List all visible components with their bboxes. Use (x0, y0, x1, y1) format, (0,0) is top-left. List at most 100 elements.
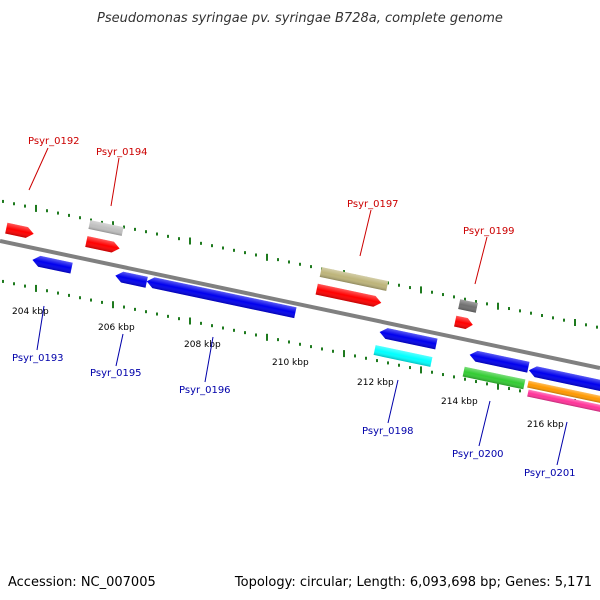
gc-dot (222, 246, 224, 250)
gc-dot (431, 290, 433, 294)
gc-dot (387, 361, 389, 365)
tick-label-206: 206 kbp (98, 323, 135, 333)
gc-dot (442, 373, 444, 377)
gene-label-psyr-0196: Psyr_0196 (179, 385, 231, 396)
gc-dot (508, 387, 510, 391)
gene-label-psyr-0194: Psyr_0194 (96, 147, 148, 158)
gc-dot (57, 211, 59, 215)
gc-dot (552, 316, 554, 320)
gc-dot (35, 284, 37, 292)
gc-dot (90, 298, 92, 302)
gc-dot (541, 314, 543, 318)
gene-label-psyr-0200: Psyr_0200 (452, 449, 504, 460)
gc-dot (266, 333, 268, 341)
feature-pink (527, 389, 600, 415)
gene-arrow-psyr-0192 (5, 222, 34, 238)
gc-dot (13, 282, 15, 286)
gene-arrow-psyr-0198 (379, 328, 438, 350)
gene-label-psyr-0201: Psyr_0201 (524, 468, 576, 479)
gc-dot (398, 283, 400, 287)
tick-labels: 204 kbp 206 kbp 208 kbp 210 kbp 212 kbp … (12, 307, 564, 430)
gene-arrow-psyr-0193 (32, 255, 73, 274)
gene-label-psyr-0192: Psyr_0192 (28, 136, 80, 147)
label-leaders (28, 147, 568, 466)
gc-dot (2, 279, 4, 283)
gc-dot (211, 244, 213, 248)
gc-dot (24, 204, 26, 208)
gc-dot (497, 302, 499, 310)
gc-dot (167, 314, 169, 318)
gc-dot (189, 237, 191, 245)
gc-dot (13, 202, 15, 206)
gc-dot (79, 296, 81, 300)
feature-orange (527, 380, 600, 406)
gc-dot (178, 317, 180, 321)
gene-label-psyr-0198: Psyr_0198 (362, 426, 414, 437)
gc-dot (2, 199, 4, 203)
gc-dot (68, 213, 70, 217)
gc-dot (354, 354, 356, 358)
genome-backbone (0, 239, 600, 370)
gc-dot (409, 366, 411, 370)
gc-dot (365, 356, 367, 360)
gc-dot (486, 302, 488, 306)
gc-dot (222, 326, 224, 330)
gc-dot (332, 349, 334, 353)
gc-dot (112, 221, 114, 229)
gc-dot (134, 307, 136, 311)
gene-arrow-psyr-0197 (315, 283, 382, 307)
gc-dot (277, 338, 279, 342)
gene-label-psyr-0199: Psyr_0199 (463, 226, 515, 237)
gene-arrows (5, 222, 600, 394)
gene-arrow-psyr-0196 (146, 277, 297, 319)
gc-dot (299, 262, 301, 266)
gc-dot (134, 227, 136, 231)
gc-dot (90, 218, 92, 222)
tick-label-212: 212 kbp (357, 378, 394, 388)
gc-dot (255, 333, 257, 337)
gc-dot (519, 389, 521, 393)
gc-dot (585, 323, 587, 327)
gc-dot (244, 251, 246, 255)
gc-dot (398, 363, 400, 367)
gc-dot (123, 225, 125, 229)
gene-arrow-psyr-0200 (469, 350, 530, 373)
gc-dot (475, 380, 477, 384)
gene-label-psyr-0195: Psyr_0195 (90, 368, 142, 379)
gene-label-psyr-0197: Psyr_0197 (347, 199, 399, 210)
feature-gray (88, 220, 124, 236)
gc-dot (420, 366, 422, 374)
gc-dot (376, 359, 378, 363)
gc-dot (288, 340, 290, 344)
gc-dot (486, 382, 488, 386)
gc-dot (200, 321, 202, 325)
gc-dot (233, 248, 235, 252)
gc-dot (35, 204, 37, 212)
gc-dot (574, 318, 576, 326)
tick-label-214: 214 kbp (441, 397, 478, 407)
gc-dot (409, 286, 411, 290)
gc-dot (233, 328, 235, 332)
gene-label-psyr-0193: Psyr_0193 (12, 353, 64, 364)
gc-dot (563, 318, 565, 322)
feature-cyan (373, 345, 433, 367)
gc-dot (178, 237, 180, 241)
gc-dot (596, 325, 598, 329)
gc-dot (442, 293, 444, 297)
gc-dot (24, 284, 26, 288)
gc-dot (299, 342, 301, 346)
gc-dot (145, 310, 147, 314)
gc-dot (530, 311, 532, 315)
accession-text: Accession: NC_007005 (8, 575, 156, 590)
gene-arrow-psyr-0195 (115, 271, 148, 288)
gc-dot (46, 209, 48, 213)
gc-dot (519, 309, 521, 313)
gene-arrow-psyr-0201 (528, 366, 600, 394)
gc-dot (288, 260, 290, 264)
tick-label-204: 204 kbp (12, 307, 49, 317)
gene-labels: Psyr_0192 Psyr_0194 Psyr_0197 Psyr_0199 … (12, 136, 576, 479)
tick-label-210: 210 kbp (272, 358, 309, 368)
gc-dot (101, 300, 103, 304)
gc-dot (431, 370, 433, 374)
